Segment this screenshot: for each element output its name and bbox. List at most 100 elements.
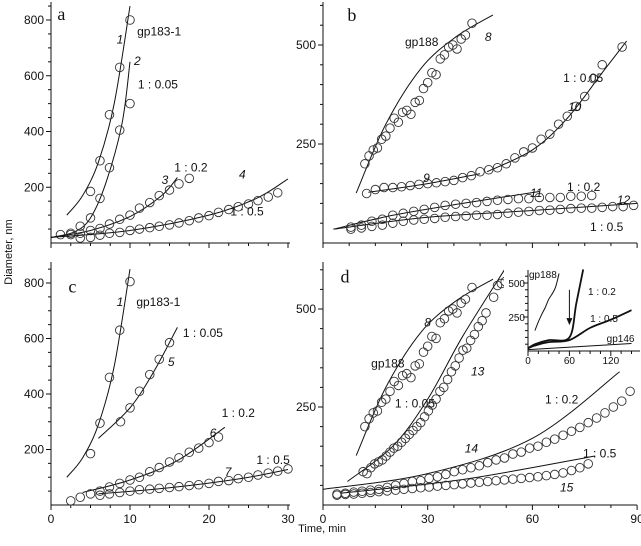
data-point: [466, 463, 476, 473]
data-point: [213, 476, 224, 487]
data-point: [114, 487, 125, 498]
data-point: [597, 60, 607, 70]
data-point: [55, 229, 66, 240]
curve-label: 1 : 0.5: [590, 314, 618, 325]
series-15: [332, 455, 596, 500]
data-point: [473, 321, 484, 332]
series-1-0-5: [527, 309, 632, 350]
data-point: [125, 475, 135, 485]
data-point: [618, 201, 628, 212]
x-tick-label: 20: [202, 512, 216, 526]
y-tick-label: 600: [24, 69, 44, 83]
data-point: [575, 422, 585, 433]
y-tick-label: 250: [296, 137, 316, 151]
data-point: [586, 203, 597, 213]
data-point: [427, 67, 437, 78]
data-point: [388, 218, 398, 228]
fit-line: [98, 468, 289, 495]
data-point: [204, 210, 214, 221]
data-point: [374, 486, 384, 497]
series-10: [484, 40, 628, 175]
curve-label: 1 : 0.2: [545, 392, 579, 406]
data-point: [104, 228, 115, 238]
data-point: [134, 203, 145, 213]
data-point: [541, 470, 552, 481]
x-tick-label: 60: [526, 512, 540, 526]
curve-label: 7: [225, 465, 233, 479]
data-point: [460, 294, 471, 304]
arrow-head-icon: [566, 318, 573, 326]
data-point: [482, 476, 493, 487]
data-point: [454, 353, 464, 363]
data-point: [144, 197, 155, 208]
data-point: [558, 468, 568, 478]
y-tick-label: 200: [24, 443, 44, 457]
data-point: [450, 361, 461, 371]
data-point: [616, 396, 627, 406]
data-point: [360, 159, 370, 169]
data-point: [524, 206, 534, 217]
series-14: [322, 371, 635, 499]
data-point: [272, 188, 283, 198]
data-point: [536, 134, 546, 144]
data-point: [154, 462, 164, 473]
data-point: [174, 481, 184, 492]
data-point: [460, 30, 471, 40]
data-point: [513, 193, 524, 204]
fit-line: [50, 177, 178, 238]
data-point: [583, 459, 593, 469]
data-point: [419, 412, 430, 422]
data-point: [104, 219, 115, 229]
data-point: [104, 110, 115, 120]
series-1: [66, 269, 135, 478]
data-point: [154, 483, 164, 494]
data-point: [144, 484, 155, 494]
data-line: [527, 269, 585, 350]
data-point: [144, 466, 155, 477]
data-point: [441, 480, 451, 491]
curve-label: 1 : 0.2: [174, 160, 208, 174]
fit-line: [347, 269, 505, 482]
data-point: [125, 225, 135, 236]
data-point: [393, 380, 404, 391]
data-point: [553, 119, 564, 129]
data-point: [134, 386, 145, 396]
fit-line: [368, 173, 481, 193]
panel-letter: b: [347, 5, 356, 25]
data-point: [450, 199, 461, 209]
data-point: [283, 464, 293, 474]
data-point: [431, 333, 441, 344]
data-point: [429, 213, 440, 224]
x-tick-label: 90: [630, 512, 641, 526]
panel-d: 250 500 0 30 60 90 d 8 gp188 13 1 : 0.05 1 : 0.2 14 1…: [296, 262, 641, 526]
data-point: [406, 372, 416, 383]
data-point: [408, 215, 419, 225]
y-tick-label: 500: [508, 279, 525, 290]
fit-line: [66, 5, 131, 216]
data-point: [144, 222, 155, 233]
data-point: [566, 203, 576, 214]
series-gp188: [534, 273, 560, 331]
data-point: [95, 223, 105, 234]
data-point: [467, 18, 477, 28]
data-point: [482, 210, 492, 221]
data-point: [591, 413, 602, 423]
data-point: [503, 208, 513, 219]
panel-c: 200 400 600 800 0 10 20 30 c 1 gp183-1 1 : 0.05 5 1 :…: [24, 262, 295, 526]
curve-label: gp183-1: [136, 295, 180, 309]
series-1: [66, 5, 135, 216]
curve-label: 1 : 0.05: [183, 326, 223, 340]
data-point: [184, 215, 194, 226]
panel-b: 250 500 b gp188 8 1 : 0.05 10 9 11 1 : 0.2 12 1 : 0…: [296, 2, 639, 248]
data-point: [193, 443, 204, 453]
data-point: [104, 482, 115, 492]
data-point: [243, 472, 254, 483]
data-point: [524, 443, 535, 453]
data-point: [508, 474, 518, 484]
fit-line: [355, 14, 494, 194]
y-tick-label: 200: [24, 180, 44, 194]
data-point: [377, 220, 388, 230]
fit-line: [82, 426, 226, 493]
data-point: [263, 468, 274, 478]
series-9: [361, 166, 485, 199]
